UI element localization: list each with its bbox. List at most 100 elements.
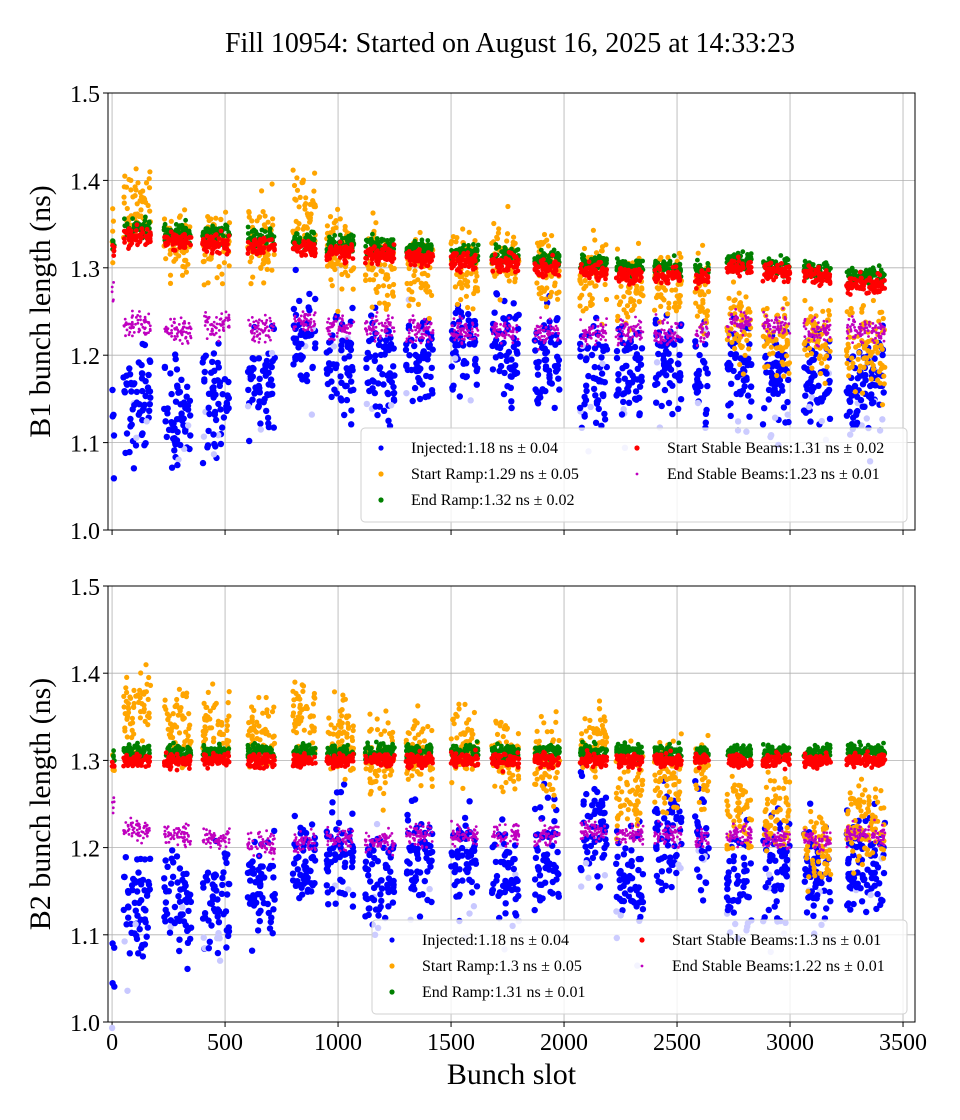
y-tick-label: 1.0 — [70, 519, 100, 545]
data-point — [732, 345, 738, 352]
data-point — [256, 398, 263, 405]
data-point — [502, 245, 508, 250]
data-point — [675, 374, 682, 381]
data-point — [555, 250, 561, 256]
data-point — [183, 269, 189, 275]
data-point — [303, 328, 307, 332]
data-point — [583, 272, 589, 278]
data-point — [767, 351, 773, 357]
data-point — [148, 324, 152, 328]
data-point — [342, 227, 348, 233]
data-point — [111, 253, 117, 258]
data-point — [472, 285, 479, 291]
data-point — [170, 329, 174, 332]
data-point — [694, 272, 699, 278]
data-point — [699, 305, 705, 311]
data-point — [312, 204, 318, 210]
data-point — [515, 247, 521, 252]
data-point — [180, 263, 186, 269]
data-point — [297, 352, 304, 359]
data-point — [585, 372, 592, 380]
data-point — [259, 227, 265, 233]
data-point — [870, 297, 877, 304]
data-point — [370, 231, 375, 237]
data-point — [766, 256, 772, 262]
data-point — [249, 355, 256, 362]
data-point — [421, 259, 427, 265]
data-point — [489, 366, 497, 373]
data-point — [590, 264, 595, 270]
data-point — [855, 356, 861, 362]
data-point — [661, 273, 667, 279]
data-point — [187, 432, 194, 439]
data-point — [218, 335, 222, 339]
data-point — [740, 249, 746, 255]
data-point — [143, 318, 147, 321]
data-point — [138, 207, 144, 213]
data-point — [215, 400, 222, 408]
data-point — [665, 311, 671, 317]
data-point — [742, 352, 748, 358]
data-point — [824, 364, 830, 370]
data-point — [466, 229, 472, 235]
data-point — [552, 341, 559, 348]
data-point — [178, 376, 185, 383]
data-point — [849, 276, 854, 281]
data-point — [534, 364, 541, 371]
data-point — [670, 341, 678, 348]
data-point — [728, 305, 734, 311]
data-point — [535, 394, 543, 402]
data-point — [425, 320, 429, 324]
data-point — [379, 268, 385, 275]
data-point — [759, 421, 767, 428]
data-point — [826, 415, 834, 422]
data-point — [852, 389, 858, 395]
data-point — [294, 187, 301, 193]
data-point — [245, 239, 251, 245]
data-point — [698, 278, 704, 284]
data-point — [370, 246, 376, 252]
data-point — [810, 262, 816, 267]
data-point — [120, 374, 127, 381]
data-point — [596, 260, 602, 265]
data-point — [143, 180, 150, 186]
data-point — [422, 393, 429, 401]
data-point — [343, 327, 347, 331]
data-point — [131, 401, 138, 409]
data-point — [618, 411, 626, 418]
data-point — [701, 359, 708, 366]
data-point — [121, 200, 127, 206]
data-point — [374, 258, 379, 264]
data-point — [880, 315, 886, 322]
data-point — [271, 354, 278, 361]
data-point — [380, 329, 384, 332]
data-point — [417, 330, 420, 334]
data-point — [341, 411, 348, 419]
data-point — [543, 296, 549, 302]
data-point — [827, 348, 833, 354]
data-point — [186, 339, 189, 343]
data-point — [705, 267, 711, 273]
data-point — [366, 266, 372, 272]
data-point — [879, 309, 885, 315]
data-point — [673, 264, 679, 269]
data-point — [328, 378, 335, 385]
data-point — [221, 321, 225, 325]
data-point — [265, 381, 272, 388]
data-point — [629, 372, 636, 379]
data-point — [869, 381, 876, 388]
data-point — [532, 347, 539, 354]
faded-point — [180, 445, 188, 453]
data-point — [406, 287, 412, 293]
data-point — [215, 340, 222, 347]
data-point — [258, 332, 262, 336]
data-point — [374, 315, 378, 318]
faded-point — [653, 359, 661, 366]
data-point — [590, 227, 597, 233]
data-point — [808, 266, 814, 272]
data-point — [171, 438, 178, 445]
data-point — [126, 243, 132, 249]
data-point — [269, 181, 275, 187]
data-point — [253, 229, 259, 234]
data-point — [383, 321, 387, 325]
